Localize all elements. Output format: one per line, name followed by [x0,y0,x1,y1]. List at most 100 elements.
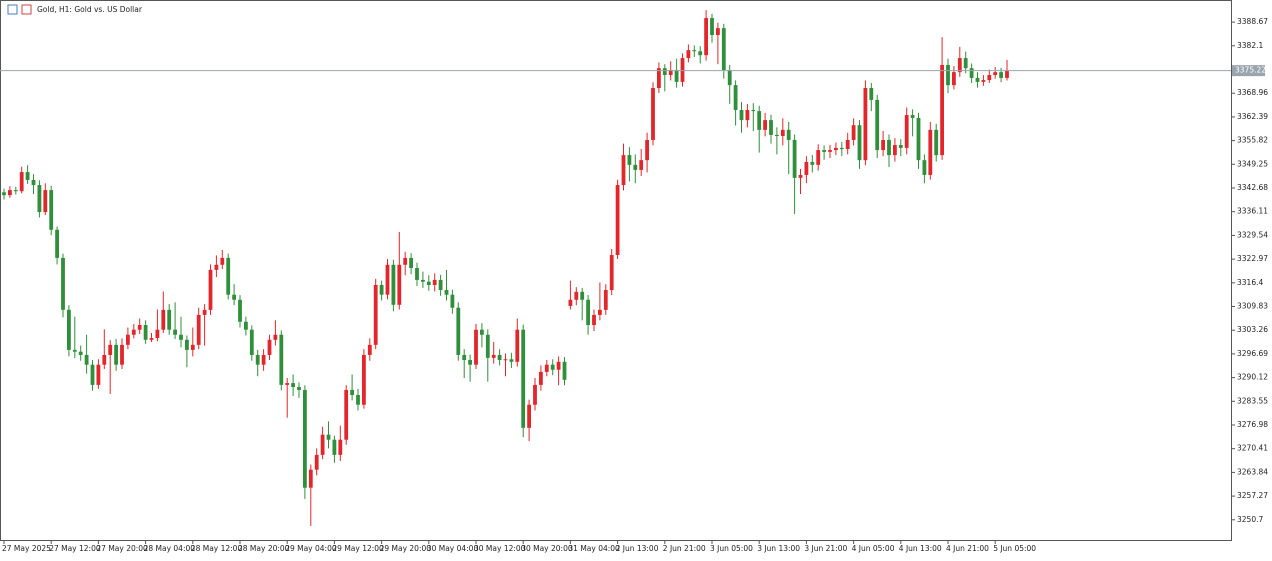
x-tick-label: 2 Jun 13:00 [616,544,659,553]
candle-body [297,387,301,390]
y-tick-label: 3270.41 [1237,444,1268,453]
candle-body [798,174,803,178]
y-tick-label: 3316.4 [1237,278,1263,287]
candle-body [49,190,54,230]
candle-body [556,361,561,370]
candle-body [190,344,195,350]
candle-body [356,394,360,405]
candle-body [320,434,325,455]
y-tick-label: 3263.84 [1237,467,1268,476]
plot-frame [0,0,1232,541]
candle-body [126,334,130,345]
candle-body [220,257,225,265]
candle-body [238,299,242,322]
candle-body [167,309,172,330]
candle-body [592,314,596,326]
candle-body [904,115,909,148]
candle-body [698,51,703,56]
candle-body [61,257,65,310]
candle-body [751,110,756,112]
candle-body [314,454,319,470]
candle-body [851,125,856,140]
candle-body [19,172,24,192]
y-tick-label: 3329.54 [1237,230,1268,239]
candle-body [338,439,343,455]
candle-body [438,279,443,291]
x-tick-label: 27 May 12:00 [49,544,101,553]
candle-body [143,325,148,340]
candle-body [674,69,679,82]
candle-body [432,279,437,285]
candle-body [910,115,915,118]
x-tick-label: 31 May 04:00 [568,544,620,553]
candle-body [397,264,402,305]
y-tick-label: 3362.39 [1237,112,1268,121]
y-tick-label: 3368.96 [1237,88,1268,97]
icon-grid [7,4,18,15]
candle-body [922,160,927,175]
candle-body [279,334,284,385]
y-tick-label: 3342.68 [1237,183,1268,192]
candle-body [574,291,579,300]
icon-chart [21,4,32,15]
x-tick-label: 30 May 04:00 [427,544,479,553]
candle-body [580,291,585,300]
candle-body [55,229,59,258]
candle-body [928,129,933,175]
x-tick-label: 3 Jun 05:00 [710,544,753,553]
candle-body [645,139,649,161]
candle-body [657,68,661,89]
x-tick-label: 29 May 12:00 [332,544,384,553]
candle-body [326,434,331,440]
candle-body [704,18,708,56]
x-tick-label: 3 Jun 21:00 [804,544,847,553]
candle-body [474,329,478,365]
candle-body [775,134,779,136]
candle-body [810,161,815,165]
current-price-label: 3375.22 [1235,66,1266,75]
candle-body [303,389,307,488]
y-tick-label: 3296.69 [1237,349,1268,358]
candle-body [721,28,726,70]
candle-body [845,139,850,149]
candle-body [586,299,590,326]
candle-body [887,139,891,156]
candle-body [727,69,732,86]
x-tick-label: 4 Jun 05:00 [852,544,895,553]
candle-body [13,190,18,192]
candle-body [78,351,83,355]
candle-body [668,69,673,76]
candle-body [173,329,177,335]
candle-body [291,383,295,388]
candle-body [863,88,868,161]
y-tick-label: 3349.25 [1237,159,1268,168]
y-tick-label: 3303.26 [1237,325,1268,334]
candle-body [226,257,231,295]
y-tick-label: 3382.1 [1237,41,1263,50]
candle-body [43,190,48,213]
x-tick-label: 27 May 20:00 [96,544,148,553]
y-tick-label: 3309.83 [1237,302,1268,311]
candle-body [539,371,543,385]
candle-body [503,359,508,361]
candle-body [67,309,71,350]
y-tick-label: 3290.12 [1237,373,1268,382]
x-tick-label: 5 Jun 05:00 [993,544,1036,553]
candle-body [415,268,419,280]
candle-body [515,329,520,362]
candle-body [202,309,207,315]
candle-body [981,80,986,82]
candle-body [745,110,750,121]
candle-body [409,257,413,269]
candle-body [757,111,762,130]
candle-body [509,359,514,362]
candle-body [804,161,809,175]
candle-body [244,321,248,330]
candle-body [332,439,337,455]
y-tick-label: 3276.98 [1237,420,1268,429]
y-tick-label: 3388.67 [1237,17,1268,26]
candle-body [379,284,384,295]
candle-body [84,354,89,365]
x-tick-label: 29 May 04:00 [285,544,337,553]
candle-body [786,129,791,140]
